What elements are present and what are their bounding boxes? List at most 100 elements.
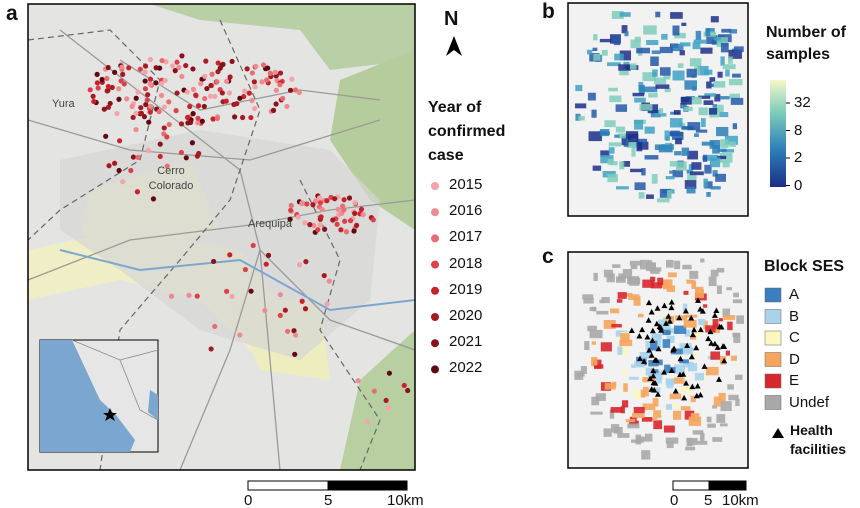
facility bbox=[681, 394, 688, 401]
case-point bbox=[158, 92, 165, 99]
density-cell bbox=[613, 36, 621, 46]
ses-block bbox=[630, 439, 644, 443]
case-point bbox=[343, 229, 350, 235]
legend-label: B bbox=[789, 307, 800, 325]
case-point bbox=[179, 53, 185, 59]
case-point bbox=[262, 307, 268, 313]
ses-block bbox=[629, 260, 642, 266]
case-point bbox=[168, 293, 175, 299]
density-cell bbox=[684, 106, 693, 112]
density-cell bbox=[646, 39, 659, 46]
legend-dot bbox=[431, 208, 439, 217]
density-cell bbox=[664, 88, 671, 93]
density-cell bbox=[647, 104, 659, 114]
ses-block bbox=[629, 276, 640, 286]
case-point bbox=[130, 154, 137, 160]
ses-block bbox=[692, 430, 704, 435]
case-point bbox=[209, 71, 215, 77]
density-cell bbox=[601, 49, 608, 56]
legend-label: 2016 bbox=[449, 202, 483, 220]
density-cell bbox=[717, 104, 724, 112]
density-cell bbox=[680, 96, 692, 105]
density-cell bbox=[651, 50, 661, 55]
density-cell bbox=[650, 56, 659, 67]
density-cell bbox=[709, 139, 720, 149]
ses-block bbox=[595, 393, 606, 401]
case-point bbox=[135, 89, 141, 95]
ses-block bbox=[616, 276, 626, 283]
density-cell bbox=[664, 130, 670, 140]
case-point bbox=[185, 120, 191, 126]
case-point bbox=[289, 76, 295, 82]
facility bbox=[661, 369, 668, 375]
density-cell bbox=[732, 123, 738, 130]
density-cell bbox=[611, 11, 624, 19]
colorbar-tick-label: 32 bbox=[794, 94, 811, 111]
density-cell bbox=[679, 42, 691, 47]
facility bbox=[636, 355, 643, 362]
case-point bbox=[101, 106, 107, 112]
case-point bbox=[184, 114, 191, 121]
facility bbox=[715, 376, 722, 382]
density-cell bbox=[715, 173, 726, 182]
density-cell bbox=[624, 31, 629, 37]
density-cell bbox=[672, 25, 680, 36]
ses-block bbox=[674, 364, 686, 374]
density-cell bbox=[608, 87, 618, 92]
case-point bbox=[103, 133, 109, 139]
legend-dot bbox=[431, 182, 439, 190]
case-point bbox=[322, 226, 328, 232]
facility bbox=[628, 327, 635, 333]
case-point bbox=[317, 200, 324, 206]
legend-label: D bbox=[789, 350, 800, 368]
ses-block bbox=[686, 437, 693, 447]
density-cell bbox=[619, 50, 632, 61]
case-point bbox=[293, 332, 299, 338]
ses-block bbox=[673, 377, 685, 384]
density-cell bbox=[663, 74, 671, 80]
density-cell bbox=[592, 165, 602, 171]
ses-block bbox=[727, 384, 734, 390]
case-point bbox=[106, 163, 112, 169]
facility bbox=[653, 320, 660, 327]
case-point bbox=[109, 84, 115, 91]
facility bbox=[721, 357, 728, 364]
density-cell bbox=[722, 161, 730, 168]
legend-label: Health facilities bbox=[790, 422, 847, 457]
density-cell bbox=[709, 77, 716, 82]
density-cell bbox=[654, 77, 667, 85]
legend-label: 2021 bbox=[449, 333, 483, 351]
ses-block bbox=[712, 405, 718, 409]
facility bbox=[647, 375, 654, 382]
case-point bbox=[202, 95, 208, 102]
density-cell bbox=[703, 69, 713, 75]
ses-block bbox=[712, 437, 723, 442]
case-point bbox=[226, 90, 233, 96]
ses-block bbox=[655, 370, 663, 381]
ses-block bbox=[690, 335, 697, 340]
case-point bbox=[288, 202, 294, 209]
ses-block bbox=[718, 318, 723, 322]
facility bbox=[639, 326, 646, 333]
case-point bbox=[138, 110, 145, 116]
ses-block bbox=[700, 258, 705, 263]
case-point bbox=[321, 272, 327, 279]
case-point bbox=[371, 388, 377, 394]
density-cell bbox=[619, 161, 625, 170]
density-cell bbox=[575, 84, 583, 92]
density-cell bbox=[695, 129, 708, 133]
case-point bbox=[267, 70, 273, 76]
ses-block bbox=[628, 376, 639, 380]
legend-swatch bbox=[764, 395, 782, 410]
case-point bbox=[202, 73, 208, 79]
north-arrow bbox=[446, 36, 462, 56]
density-cell bbox=[684, 180, 697, 189]
case-point bbox=[116, 96, 122, 102]
ses-block bbox=[666, 404, 673, 410]
case-point bbox=[212, 323, 218, 330]
density-cell bbox=[644, 155, 659, 160]
colorbar-tick-label: 2 bbox=[794, 149, 803, 166]
ses-block bbox=[603, 269, 614, 278]
case-point bbox=[184, 89, 190, 95]
legend-dot bbox=[431, 260, 439, 269]
